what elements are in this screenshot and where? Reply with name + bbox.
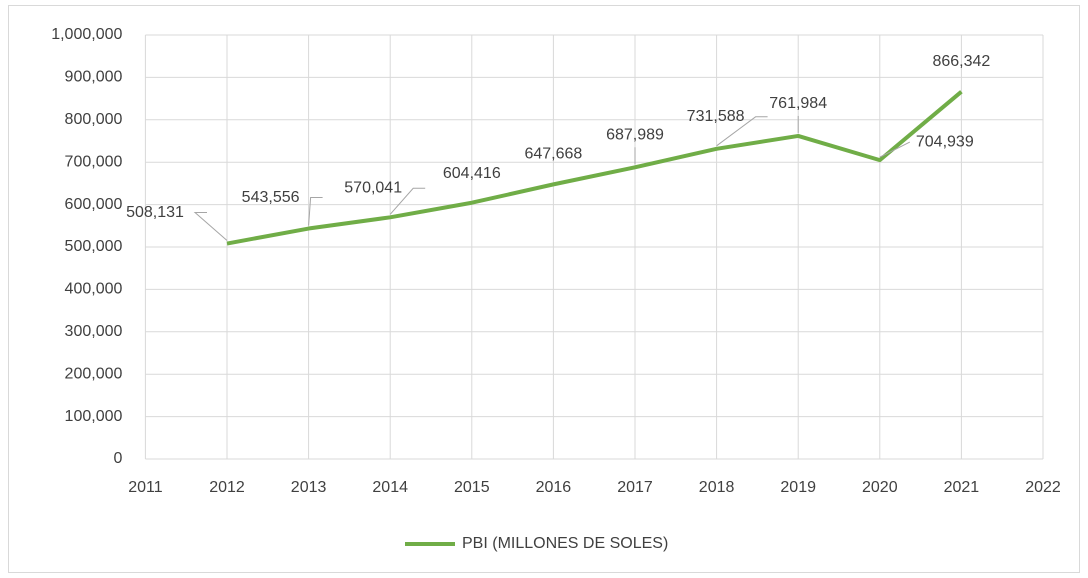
leader-line bbox=[716, 116, 768, 147]
x-tick-label: 2021 bbox=[944, 479, 980, 496]
y-tick-label: 300,000 bbox=[65, 323, 123, 340]
y-tick-label: 1,000,000 bbox=[51, 26, 122, 43]
data-label: 543,556 bbox=[242, 189, 300, 206]
data-line bbox=[226, 90, 963, 246]
data-label: 604,416 bbox=[443, 165, 501, 182]
leader-line bbox=[193, 212, 228, 241]
x-tick-label: 2013 bbox=[291, 479, 327, 496]
y-tick-label: 0 bbox=[113, 450, 122, 467]
data-label: 704,939 bbox=[916, 133, 974, 150]
leader-line bbox=[308, 197, 323, 226]
y-tick-label: 100,000 bbox=[65, 408, 123, 425]
data-label: 761,984 bbox=[769, 95, 827, 112]
x-tick-label: 2019 bbox=[780, 479, 816, 496]
y-tick-label: 600,000 bbox=[65, 196, 123, 213]
x-tick-label: 2014 bbox=[372, 479, 408, 496]
y-tick-label: 200,000 bbox=[65, 365, 123, 382]
data-label: 731,588 bbox=[687, 108, 745, 125]
y-tick-label: 800,000 bbox=[65, 111, 123, 128]
x-tick-label: 2018 bbox=[699, 479, 735, 496]
data-label: 687,989 bbox=[606, 127, 664, 144]
data-label: 866,342 bbox=[932, 53, 990, 70]
legend-label: PBI (MILLONES DE SOLES) bbox=[462, 535, 668, 552]
x-tick-label: 2012 bbox=[209, 479, 245, 496]
leader-line bbox=[389, 187, 426, 215]
x-tick-label: 2017 bbox=[617, 479, 653, 496]
x-tick-label: 2016 bbox=[536, 479, 572, 496]
y-tick-label: 700,000 bbox=[65, 153, 123, 170]
x-tick-label: 2022 bbox=[1025, 479, 1061, 496]
x-tick-label: 2020 bbox=[862, 479, 898, 496]
data-label: 647,668 bbox=[524, 146, 582, 163]
data-label: 570,041 bbox=[344, 180, 402, 197]
data-label: 508,131 bbox=[126, 204, 184, 221]
leader-line bbox=[879, 141, 911, 158]
y-tick-label: 400,000 bbox=[65, 281, 123, 298]
x-tick-label: 2011 bbox=[128, 479, 163, 496]
y-tick-label: 500,000 bbox=[65, 238, 123, 255]
x-tick-label: 2015 bbox=[454, 479, 490, 496]
y-tick-label: 900,000 bbox=[65, 69, 123, 86]
